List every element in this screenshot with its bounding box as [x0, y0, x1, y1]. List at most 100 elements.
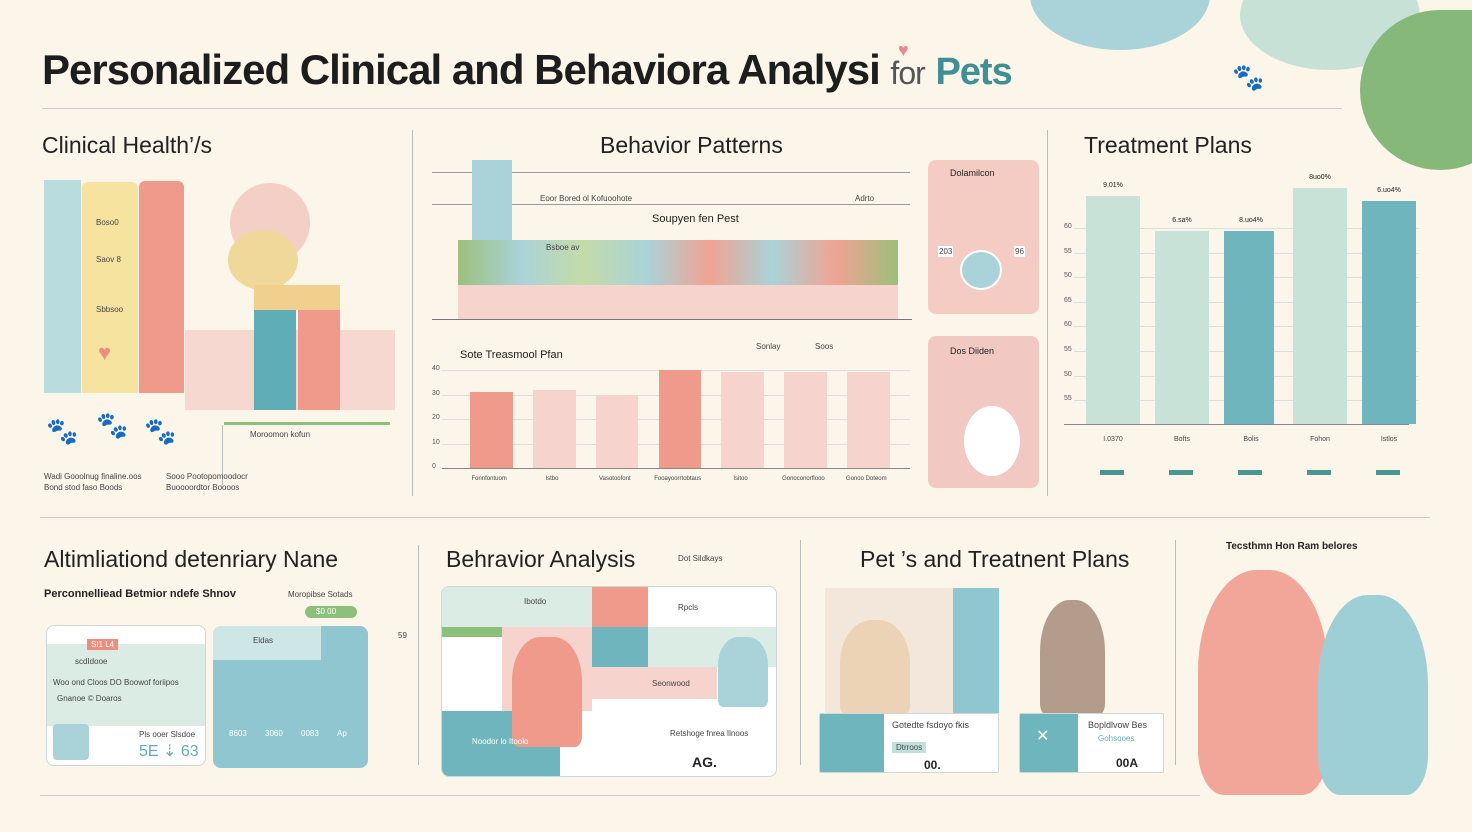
card-big-value: 5E ⇣ 63	[139, 743, 199, 760]
section-divider	[418, 545, 419, 765]
cell-salmon	[592, 587, 648, 627]
y-tick-label: 60	[1064, 223, 1072, 230]
x-tick-label: Isitoo	[733, 476, 748, 482]
bar	[784, 372, 828, 468]
behavior-pets-band	[458, 240, 898, 285]
card-bg	[47, 644, 205, 726]
cell-green	[442, 627, 502, 637]
x-tick-label: Bolis	[1243, 436, 1259, 443]
card-line: Gnanoe © Doaros	[57, 694, 122, 703]
behavior-card-1: Dolamilcon 203 96	[928, 160, 1039, 314]
legend-swatch	[1376, 470, 1400, 475]
card-icon	[53, 724, 89, 760]
gridline	[432, 172, 910, 173]
pet-illustration	[512, 637, 582, 747]
section-title: Pet ’s and Treatnent Plans	[860, 546, 1130, 572]
card-value: 00A	[1116, 756, 1139, 770]
toggle-pill[interactable]	[305, 606, 357, 618]
cat-illustration	[1040, 600, 1105, 715]
card-title: Gotedte fsdoyo fkis	[892, 720, 970, 730]
pet-illustration	[960, 250, 1002, 290]
treatment-bar-chart-2: 60 55 50 65 60 55 50 55 9.01% I.0370 6.sa% Bofts 8.u…	[1064, 150, 1424, 490]
cat-illustration-pink	[1198, 570, 1328, 795]
cell: 8603	[229, 729, 247, 738]
legend-swatch	[1307, 470, 1331, 475]
paw-icon: 🐾	[144, 416, 177, 446]
clinical-col-salmon	[139, 181, 184, 393]
legend-swatch	[1238, 470, 1262, 475]
x-tick-label: Fohon	[1310, 436, 1330, 443]
x-axis	[1064, 424, 1409, 425]
y-tick-label: 40	[432, 365, 440, 372]
cell-label: Noodor lo Itoolo	[472, 737, 529, 746]
bar	[1224, 230, 1274, 424]
bar	[721, 372, 765, 468]
close-icon: ✕	[1036, 728, 1050, 745]
cell-mint	[442, 587, 592, 627]
page-title: Personalized Clinical and Behaviora Anal…	[42, 46, 1013, 93]
section-divider	[800, 540, 801, 765]
cell-value: AG.	[692, 754, 717, 770]
value-label: 6.sa%	[1172, 216, 1192, 224]
card-tag: SI1 L4	[87, 639, 119, 650]
section-subtitle: Perconnelliead Betmior ndefe Shnov	[44, 588, 236, 600]
x-tick-label: Gonoo Doteom	[845, 476, 887, 482]
cell: Ap	[337, 729, 347, 738]
col-label: Sbbsoo	[96, 305, 124, 314]
col-label: Boso0	[96, 218, 119, 227]
card-label: scdIdooe	[75, 657, 108, 666]
cell: 0083	[301, 729, 319, 738]
treatment-bar-chart-1: 0 10 20 30 40 Fonnfontuom Istbo Vasotoofont Fooa…	[432, 360, 912, 490]
card-badge: Dtrroos	[892, 742, 927, 753]
chart-subtitle: Soupyen fen Pest	[652, 213, 739, 225]
pet-illustration	[718, 637, 768, 707]
card-badge: Gohsooes	[1098, 734, 1135, 743]
y-tick-label: 55	[1064, 346, 1072, 353]
heart-icon: ♥	[898, 40, 909, 60]
pet-card-teal	[953, 588, 999, 713]
heart-icon: ♥	[98, 340, 112, 365]
y-tick-label: 30	[432, 389, 440, 397]
x-tick-label: Bofts	[1174, 436, 1190, 443]
x-tick-label: Fooayoorrtobtaus	[654, 476, 702, 482]
card-value: 00.	[924, 758, 941, 772]
card-title: Dos Diiden	[950, 346, 995, 356]
cell: 3060	[265, 729, 283, 738]
y-tick-label: 65	[1064, 296, 1072, 304]
decor-blob-blue	[1030, 0, 1210, 50]
checkbox-label[interactable]: Moropibse Sotads	[288, 590, 353, 599]
pill-label: $0 00	[316, 607, 337, 616]
behavior-title: Behavior Patterns	[600, 132, 783, 158]
cell-label: Retshoge fnrea Ilnoos	[670, 729, 749, 738]
treatment-card-1: Gotedte fsdoyo fkis Dtrroos 00.	[819, 713, 999, 773]
cell-label: Seonwood	[652, 679, 690, 688]
y-tick-label: 50	[1064, 370, 1072, 378]
card-icon-panel	[820, 714, 884, 772]
x-tick-label: I.0370	[1103, 436, 1123, 443]
clinical-bar-teal	[254, 310, 296, 410]
divider	[222, 425, 223, 485]
col-label: Saov 8	[96, 255, 121, 264]
y-tick-label: 20	[432, 414, 440, 421]
section-title: Altimliationd detenriary Nane	[44, 546, 339, 572]
pet-illustration	[964, 406, 1020, 476]
card-value: 203	[938, 246, 954, 257]
chart-title: Sote Treasmool Pfan	[460, 349, 563, 361]
paw-icon: 🐾	[96, 410, 129, 440]
cell-label: Ibotdo	[524, 597, 547, 606]
y-tick-label: 10	[432, 438, 440, 446]
bar	[1086, 195, 1140, 424]
annotation: Sonlay	[756, 342, 781, 351]
side-value: 59	[398, 631, 407, 640]
value-label: 9.01%	[1103, 181, 1123, 189]
header-divider	[42, 108, 1342, 109]
legend-item: Wadi Gooolnug finaline.oos	[44, 472, 142, 481]
legend-item: Bond stod faso Boods	[44, 483, 123, 492]
bar	[595, 394, 639, 468]
clinical-col-blue	[44, 180, 81, 393]
card-title: Bopldlvow Bes	[1088, 720, 1148, 730]
value-label: 8.uo4%	[1239, 216, 1263, 224]
behavior-area-pink	[458, 284, 898, 319]
footer-line	[40, 795, 1200, 796]
y-tick-label: 55	[1064, 395, 1072, 403]
